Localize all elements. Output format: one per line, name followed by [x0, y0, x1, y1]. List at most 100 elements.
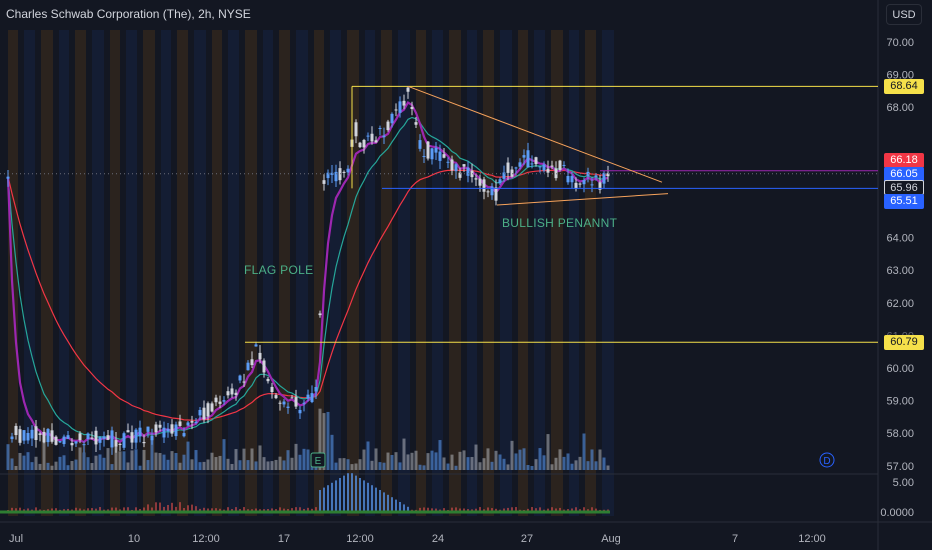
- oscillator-bar: [307, 507, 309, 512]
- volume-bar: [210, 452, 214, 470]
- candle-body: [230, 388, 234, 395]
- volume-bar: [158, 453, 162, 470]
- price-label-support: 65.51: [884, 194, 924, 210]
- volume-bar: [410, 452, 414, 470]
- candle-body: [570, 176, 574, 183]
- candle-body: [498, 179, 502, 184]
- chart-title[interactable]: Charles Schwab Corporation (The), 2h, NY…: [6, 7, 251, 21]
- candle-body: [606, 173, 610, 177]
- candle-body: [310, 393, 314, 403]
- candle-body: [362, 139, 366, 148]
- candle-body: [542, 164, 546, 171]
- candle-body: [366, 135, 370, 137]
- price-tick: 69.00: [886, 70, 914, 82]
- candle-body: [590, 184, 594, 186]
- volume-bar: [66, 465, 70, 470]
- volume-bar: [294, 443, 298, 470]
- candle-body: [566, 175, 570, 183]
- candle-body: [490, 186, 494, 196]
- candle-body: [62, 436, 66, 445]
- oscillator-bar: [295, 507, 297, 512]
- oscillator-bar: [155, 502, 157, 512]
- candle-body: [258, 352, 262, 360]
- oscillator-bar: [355, 475, 357, 512]
- session-band: [416, 30, 426, 516]
- volume-bar: [586, 461, 590, 470]
- volume-bar: [254, 461, 258, 470]
- session-band: [347, 30, 359, 516]
- oscillator-bar: [127, 507, 129, 512]
- currency-button[interactable]: USD: [886, 4, 922, 25]
- oscillator-bar: [99, 507, 101, 512]
- session-band: [228, 30, 239, 516]
- candle-body: [86, 433, 90, 439]
- session-bands: [8, 30, 614, 516]
- oscillator-bar: [555, 508, 557, 512]
- session-band: [381, 30, 392, 516]
- oscillator-bar: [527, 508, 529, 512]
- price-tick: 58.00: [886, 428, 914, 440]
- volume-bar: [234, 449, 238, 470]
- oscillator-bar: [199, 508, 201, 512]
- oscillator-bar: [551, 507, 553, 512]
- candle-body: [98, 437, 102, 443]
- candle-body: [178, 421, 182, 426]
- volume-bar: [102, 457, 106, 470]
- volume-bar: [34, 456, 38, 470]
- oscillator-bar: [187, 505, 189, 512]
- annotation-flag-pole[interactable]: FLAG POLE: [244, 263, 314, 277]
- volume-bar: [186, 441, 190, 470]
- volume-bar: [182, 454, 186, 470]
- candle-body: [342, 171, 346, 173]
- oscillator-bar: [143, 507, 145, 512]
- volume-bar: [518, 449, 522, 470]
- candle-body: [398, 101, 402, 113]
- candle-body: [286, 406, 290, 408]
- price-tick: 63.00: [886, 265, 914, 277]
- oscillator-bar: [487, 507, 489, 512]
- volume-bar: [6, 444, 10, 470]
- candle-body: [78, 433, 82, 441]
- price-label-resistance: 68.64: [884, 78, 924, 94]
- oscillator-bar: [27, 508, 29, 512]
- candle-body: [14, 425, 18, 436]
- volume-bar: [202, 461, 206, 470]
- pennant-upper-line: [407, 85, 663, 183]
- oscillator-bar: [55, 508, 57, 512]
- oscillator-bar: [123, 507, 125, 512]
- candle-body: [34, 426, 38, 440]
- volume-bar: [438, 440, 442, 470]
- oscillator-bar: [451, 507, 453, 512]
- candle-body: [118, 443, 122, 445]
- oscillator-bar: [491, 508, 493, 512]
- annotation-bullish-pennant[interactable]: BULLISH PENANNT: [502, 216, 618, 230]
- event-marker-earnings[interactable]: E: [310, 452, 326, 468]
- session-band: [569, 30, 579, 516]
- candle-body: [558, 160, 562, 170]
- candle-body: [430, 148, 434, 160]
- volume-bar: [70, 461, 74, 470]
- candle-body: [454, 164, 458, 172]
- volume-bar: [98, 454, 102, 470]
- volume-bar: [354, 463, 358, 470]
- volume-bar: [398, 462, 402, 470]
- oscillator-bar: [531, 507, 533, 512]
- candle-body: [30, 429, 34, 439]
- oscillator-bar: [255, 508, 257, 512]
- event-marker-dividend[interactable]: D: [819, 452, 835, 468]
- candle-body: [134, 429, 138, 443]
- candle-body: [538, 166, 542, 168]
- oscillator-bar: [171, 502, 173, 512]
- candle-body: [26, 433, 30, 441]
- candle-body: [174, 424, 178, 437]
- oscillator-bar: [87, 508, 89, 512]
- oscillator-bar: [315, 507, 317, 512]
- candle-body: [138, 427, 142, 437]
- earnings-marker-icon: [310, 452, 326, 468]
- oscillator-bar: [339, 478, 341, 512]
- oscillator: [0, 473, 610, 514]
- candle-body: [530, 163, 534, 165]
- candle-body: [390, 113, 394, 124]
- oscillator-bar: [235, 507, 237, 512]
